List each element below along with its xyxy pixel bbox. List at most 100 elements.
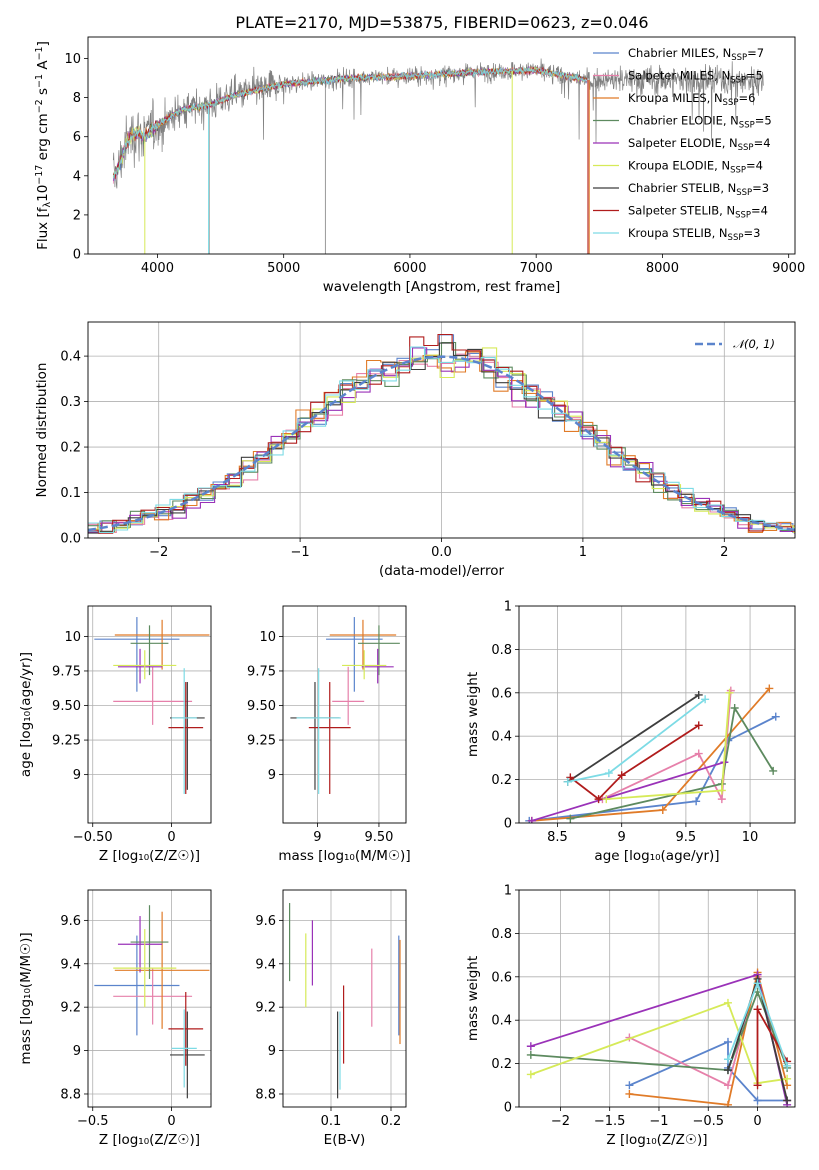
x-tick-label: 1: [579, 545, 587, 560]
legend-label: Salpeter ELODIE, NSSP=4: [628, 136, 771, 153]
y-axis-label-part: λ: [42, 202, 53, 208]
x-tick-label: 0.1: [321, 1114, 342, 1129]
panel-mass-vs-Z: −0.5 0 8.8 9 9.2 9.4 9.6 Z [log₁₀(Z/Z☉)] mass [l…: [18, 889, 212, 1148]
weight-marker-8: [701, 695, 710, 704]
x-tick-label: 0: [167, 830, 175, 845]
y-axis-label-part: −2: [34, 99, 45, 113]
panel-weight-vs-age: 8.5 9 9.5 10 0 0.2 0.4 0.6 0.8 1 age [log₁₀(age/yr…: [465, 600, 796, 864]
y-axis-label-part: −1: [34, 74, 45, 88]
histogram-series-6: [88, 342, 795, 534]
x-axis-label: mass [log₁₀(M/M☉)]: [278, 848, 410, 864]
y-tick-label: 0.2: [491, 773, 512, 788]
y-tick-label: 9.25: [52, 734, 81, 749]
x-axis-label: Z [log₁₀(Z/Z☉)]: [99, 1132, 200, 1148]
y-tick-label: 9: [268, 768, 276, 783]
weight-marker-7: [753, 1081, 762, 1090]
x-tick-label: 9: [618, 830, 626, 845]
weight-marker-5: [717, 786, 726, 795]
x-tick-label: 0.2: [381, 1114, 402, 1129]
y-axis-label-part: ]: [35, 41, 51, 46]
weight-marker-8: [563, 777, 572, 786]
y-tick-label: 9.2: [60, 1001, 81, 1016]
plot-area-spectrum: [112, 58, 764, 254]
y-axis-label: Normed distribution: [34, 363, 50, 498]
plot-area-weight-vs-age: [519, 606, 795, 823]
weight-marker-7: [753, 1005, 762, 1014]
plot-area-weight-vs-Z: [519, 890, 795, 1107]
x-axis-label: wavelength [Angstrom, rest frame]: [323, 279, 561, 295]
y-tick-label: 9.50: [52, 699, 81, 714]
weight-line-7: [569, 724, 700, 801]
weight-marker-3: [769, 766, 778, 775]
panel-spectrum: 4000 5000 6000 7000 8000 9000 0 2 4 6 8 10 wavelengt…: [34, 36, 805, 295]
legend-label-sub: SSP: [730, 76, 746, 86]
x-tick-label: 9.50: [364, 830, 393, 845]
x-tick-label: −2: [551, 1114, 570, 1129]
legend-label: 𝒩(0, 1): [733, 337, 775, 351]
weight-marker-7: [694, 721, 703, 730]
y-tick-label: 0.0: [60, 532, 81, 547]
legend-label-main: Chabrier ELODIE, N: [628, 114, 739, 128]
panel-weight-vs-Z: −2 −1.5 −1 −0.5 0 0 0.2 0.4 0.6 0.8 1 Z [log₁₀(Z/Z☉…: [465, 884, 796, 1148]
panel-border: [87, 889, 212, 1108]
panel-mass-vs-ebv: 0.1 0.2 8.8 9 9.2 9.4 9.6 E(B-V): [255, 889, 407, 1148]
histogram-series-3: [88, 341, 795, 531]
x-tick-label: −0.5: [77, 1114, 109, 1129]
weight-marker-5: [723, 998, 732, 1007]
histogram-series-8: [88, 346, 795, 534]
plot-area-mass-vs-ebv: [283, 890, 406, 1107]
x-tick-label: −0.5: [692, 1114, 724, 1129]
x-tick-label: 7000: [520, 261, 553, 276]
y-tick-label: 4: [73, 169, 81, 184]
weight-marker-4: [526, 1042, 535, 1051]
x-axis-label: age [log₁₀(age/yr)]: [594, 848, 719, 864]
legend-label: Salpeter MILES, NSSP=5: [628, 69, 763, 86]
y-axis-label-part: erg cm: [35, 113, 51, 164]
plot-area-age-vs-Z: [88, 606, 211, 823]
panel-age-vs-mass: 9 9.50 9 9.25 9.50 9.75 10 mass [log₁₀(M/M☉)]: [247, 605, 411, 864]
weight-line-6: [567, 694, 700, 783]
legend-label: Chabrier MILES, NSSP=7: [628, 46, 764, 63]
y-tick-label: 1: [504, 884, 512, 899]
x-tick-label: −0.50: [73, 830, 113, 845]
legend-label-sub: SSP: [723, 98, 739, 108]
weight-marker-1: [694, 749, 703, 758]
y-tick-label: 9: [73, 768, 81, 783]
x-axis-label: (data-model)/error: [379, 563, 505, 579]
y-tick-label: 0: [73, 248, 81, 263]
weight-marker-7: [594, 795, 603, 804]
weight-marker-8: [753, 979, 762, 988]
y-tick-label: 2: [73, 208, 81, 223]
panel-border: [282, 605, 407, 824]
legend-label-sub: SSP: [730, 166, 746, 176]
weight-line-3: [530, 989, 788, 1072]
x-tick-label: −1: [649, 1114, 668, 1129]
y-tick-label: 0.4: [491, 1014, 512, 1029]
y-axis-label: mass [log₁₀(M/M☉)]: [18, 932, 34, 1064]
y-tick-label: 9.4: [60, 957, 81, 972]
x-tick-label: 8.5: [547, 830, 568, 845]
weight-marker-2: [625, 1089, 634, 1098]
y-axis-label: mass weight: [465, 672, 481, 757]
y-tick-label: 0.6: [491, 686, 512, 701]
x-tick-label: −2: [149, 545, 168, 560]
weight-marker-6: [783, 1096, 792, 1105]
y-axis-label-part: −1: [34, 46, 45, 60]
x-axis-label: E(B-V): [324, 1132, 366, 1148]
weight-marker-8: [604, 769, 613, 778]
panel-border: [87, 605, 212, 824]
weight-line-7: [756, 1005, 788, 1086]
y-tick-label: 9.6: [255, 914, 276, 929]
legend-label-main: Chabrier STELIB, N: [628, 181, 736, 195]
weight-marker-5: [725, 688, 734, 697]
weight-marker-1: [723, 1081, 732, 1090]
y-tick-label: 9.50: [247, 699, 276, 714]
x-tick-label: 9: [313, 830, 321, 845]
legend-label-sub: SSP: [739, 121, 755, 131]
legend-label-sub: SSP: [731, 53, 747, 63]
y-axis-label-part: −17: [34, 165, 45, 185]
weight-marker-2: [723, 1100, 732, 1107]
y-tick-label: 9.6: [60, 914, 81, 929]
legend-label: Kroupa STELIB, NSSP=3: [628, 226, 760, 243]
weight-marker-8: [783, 1061, 792, 1070]
